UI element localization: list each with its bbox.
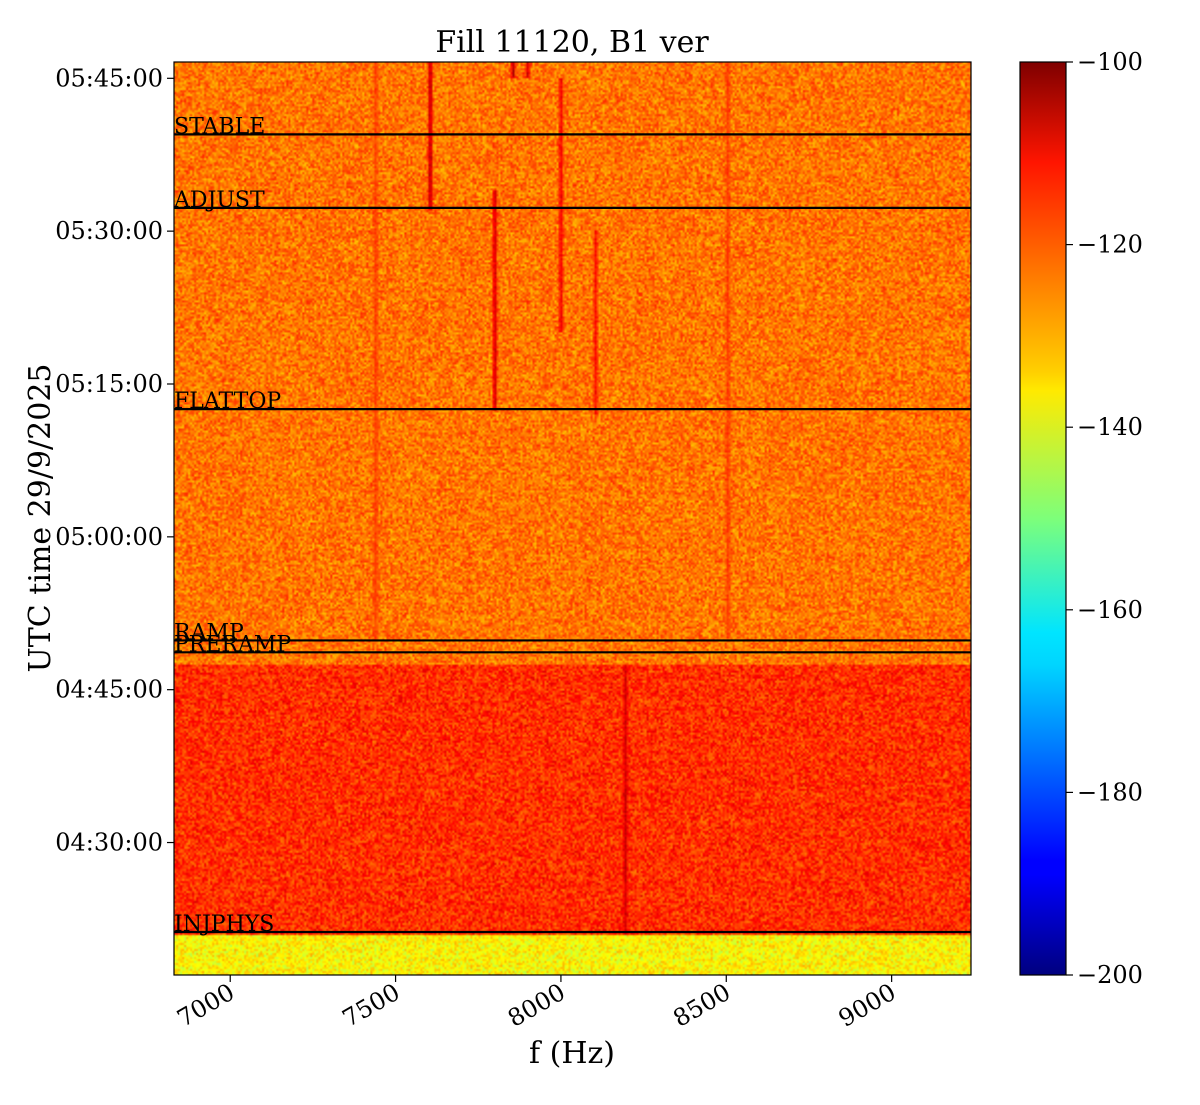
mode-label-adjust: ADJUST	[173, 188, 265, 213]
heatmap-image	[174, 62, 971, 975]
mode-label-preramp: PRERAMP	[174, 632, 291, 657]
x-tick-label: 8000	[503, 978, 570, 1033]
colorbar-tick-label: −180	[1077, 778, 1143, 806]
y-axis-ticks: 04:30:00 04:45:00 05:00:00 05:15:00 05:30:00…	[55, 64, 174, 857]
x-tick-label: 7500	[338, 978, 405, 1033]
y-tick-label: 05:15:00	[55, 370, 163, 398]
colorbar-tick-label: −160	[1077, 596, 1143, 624]
mode-label-injphys: INJPHYS	[174, 912, 274, 937]
colorbar-tick-label: −140	[1077, 413, 1143, 441]
x-tick-label: 9000	[834, 978, 901, 1033]
x-tick-label: 7000	[172, 978, 239, 1033]
y-axis-label: UTC time 29/9/2025	[23, 364, 58, 673]
x-axis-ticks: 7000 7500 8000 8500 9000	[172, 975, 901, 1033]
colorbar-gradient	[1019, 61, 1067, 976]
y-tick-label: 04:30:00	[55, 829, 163, 857]
chart-title: Fill 11120, B1 ver	[435, 25, 709, 60]
y-tick-label: 05:30:00	[55, 217, 163, 245]
colorbar-tick-label: −200	[1077, 961, 1143, 989]
colorbar-ticks: −100 −120 −140 −160 −180 −200	[1066, 48, 1143, 989]
mode-label-ramp: RAMP	[174, 620, 244, 645]
x-tick-label: 8500	[668, 978, 735, 1033]
x-axis-label: f (Hz)	[529, 1036, 615, 1071]
colorbar-tick-label: −120	[1077, 231, 1143, 259]
mode-label-stable: STABLE	[174, 114, 265, 139]
plot-area	[174, 62, 971, 975]
y-tick-label: 05:45:00	[55, 64, 163, 92]
y-tick-label: 04:45:00	[55, 676, 163, 704]
colorbar: −100 −120 −140 −160 −180 −200	[1019, 48, 1143, 989]
colorbar-tick-label: −100	[1077, 48, 1143, 76]
plot-frame	[173, 61, 972, 976]
mode-label-flattop: FLATTOP	[174, 389, 281, 414]
y-tick-label: 05:00:00	[55, 523, 163, 551]
